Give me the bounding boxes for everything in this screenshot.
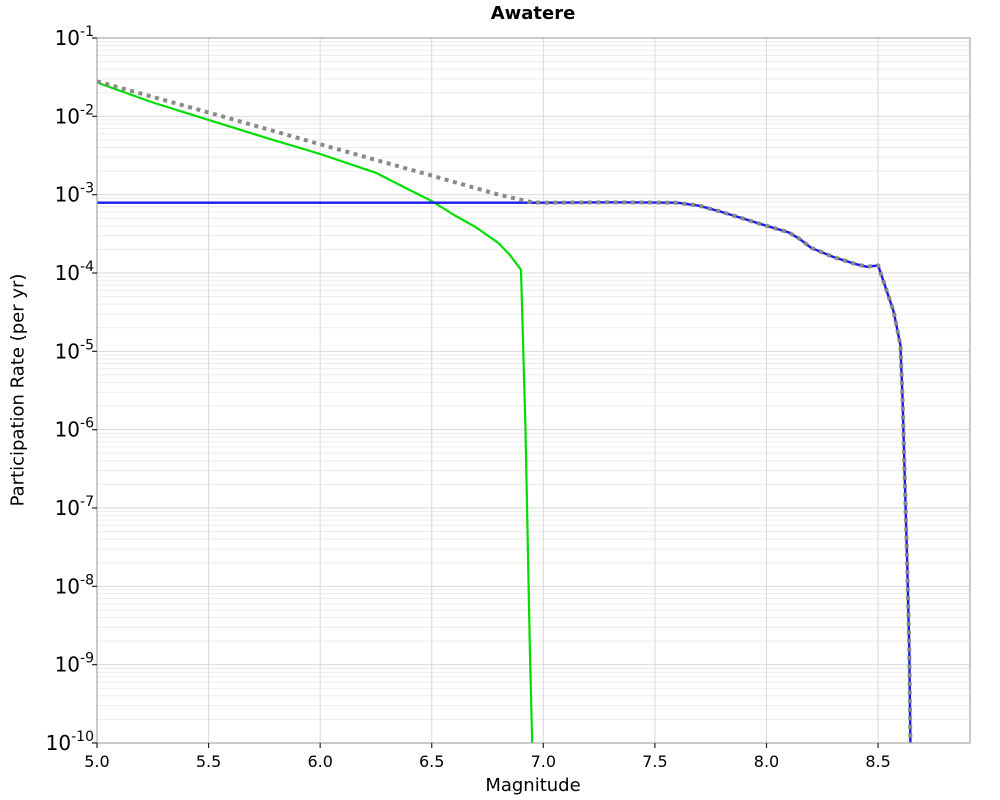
- chart-title: Awatere: [490, 3, 576, 24]
- x-tick-label: 6.5: [419, 752, 444, 771]
- x-tick-label: 8.5: [865, 752, 890, 771]
- y-tick-label: 10-7: [55, 494, 94, 520]
- y-axis-label: Participation Rate (per yr): [7, 273, 29, 507]
- y-tick-label: 10-9: [55, 651, 94, 677]
- y-tick-label: 10-2: [55, 102, 94, 128]
- y-tick-label: 10-3: [55, 181, 94, 207]
- x-tick-label: 7.0: [531, 752, 556, 771]
- x-tick-label: 7.5: [642, 752, 667, 771]
- y-tick-label: 10-8: [55, 572, 94, 598]
- x-tick-labels: 5.0 5.5 6.0 6.5 7.0 7.5 8.0 8.5: [84, 752, 891, 771]
- x-tick-label: 5.5: [196, 752, 221, 771]
- y-tick-label: 10-6: [55, 416, 95, 442]
- x-tick-label: 6.0: [307, 752, 332, 771]
- y-tick-label: 10-4: [55, 259, 95, 285]
- x-tick-label: 5.0: [84, 752, 109, 771]
- minor-gridlines: [97, 41, 970, 720]
- axis-ticks: [92, 37, 879, 748]
- x-axis-label: Magnitude: [485, 775, 581, 796]
- x-tick-label: 8.0: [754, 752, 779, 771]
- series-solid-green-curve: [97, 81, 534, 743]
- plot-border: [96, 37, 971, 744]
- series-group: [97, 79, 913, 743]
- series-dotted-gray-target-mfd: [97, 79, 913, 743]
- y-tick-label: 10-10: [46, 729, 94, 755]
- y-tick-label: 10-5: [55, 337, 94, 363]
- major-gridlines: [96, 37, 970, 744]
- y-tick-label: 10-1: [55, 24, 94, 50]
- series-solid-blue-curve: [97, 201, 912, 743]
- y-tick-labels: 10-1 10-2 10-3 10-4 10-5 10-6 10-7 10-8 10-9 10-1…: [46, 24, 94, 755]
